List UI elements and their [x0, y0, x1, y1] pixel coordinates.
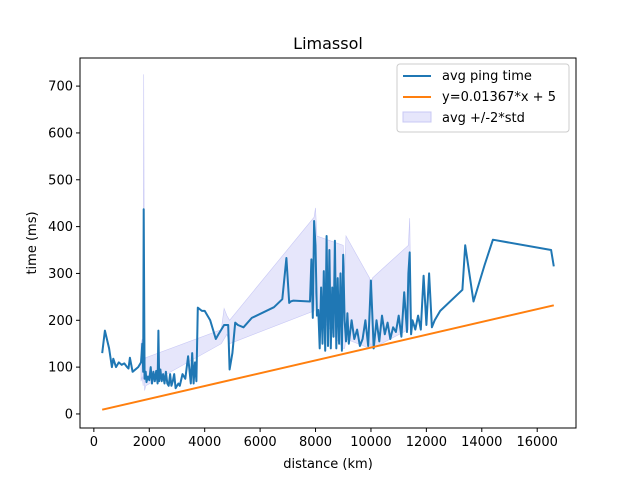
y-axis: 0 100 200 300 400 500 600 700	[48, 80, 80, 422]
x-tick-label: 4000	[188, 435, 221, 450]
x-tick-label: 0	[90, 435, 98, 450]
x-tick-label: 14000	[461, 435, 502, 450]
x-axis-title: distance (km)	[283, 457, 373, 472]
x-tick-label: 16000	[517, 435, 558, 450]
x-tick-label: 8000	[299, 435, 332, 450]
legend-label-fit: y=0.01367*x + 5	[442, 90, 556, 105]
legend-label-avg: avg ping time	[442, 69, 532, 84]
series-avg-ping-line	[101, 208, 555, 390]
y-tick-label: 100	[48, 361, 73, 376]
x-tick-label: 6000	[244, 435, 277, 450]
y-tick-label: 500	[48, 173, 73, 188]
x-axis: 0 2000 4000 6000 8000 10000 12000 14000 16000	[90, 428, 558, 450]
y-tick-label: 300	[48, 267, 73, 282]
x-tick-label: 2000	[133, 435, 166, 450]
x-tick-label: 10000	[350, 435, 391, 450]
series-fit-line	[101, 304, 555, 411]
y-tick-label: 0	[65, 407, 73, 422]
y-axis-title: time (ms)	[25, 211, 40, 274]
axes-frame	[79, 57, 577, 429]
y-tick-label: 700	[48, 80, 73, 95]
y-tick-label: 200	[48, 314, 73, 329]
chart-title: Limassol	[293, 34, 363, 53]
legend-swatch-band	[402, 111, 432, 123]
legend-label-band: avg +/-2*std	[442, 111, 525, 126]
series-layer	[101, 208, 555, 411]
y-tick-label: 400	[48, 220, 73, 235]
legend: avg ping time y=0.01367*x + 5 avg +/-2*s…	[396, 63, 570, 133]
x-tick-label: 12000	[406, 435, 447, 450]
y-tick-label: 600	[48, 126, 73, 141]
legend-box	[396, 63, 570, 133]
